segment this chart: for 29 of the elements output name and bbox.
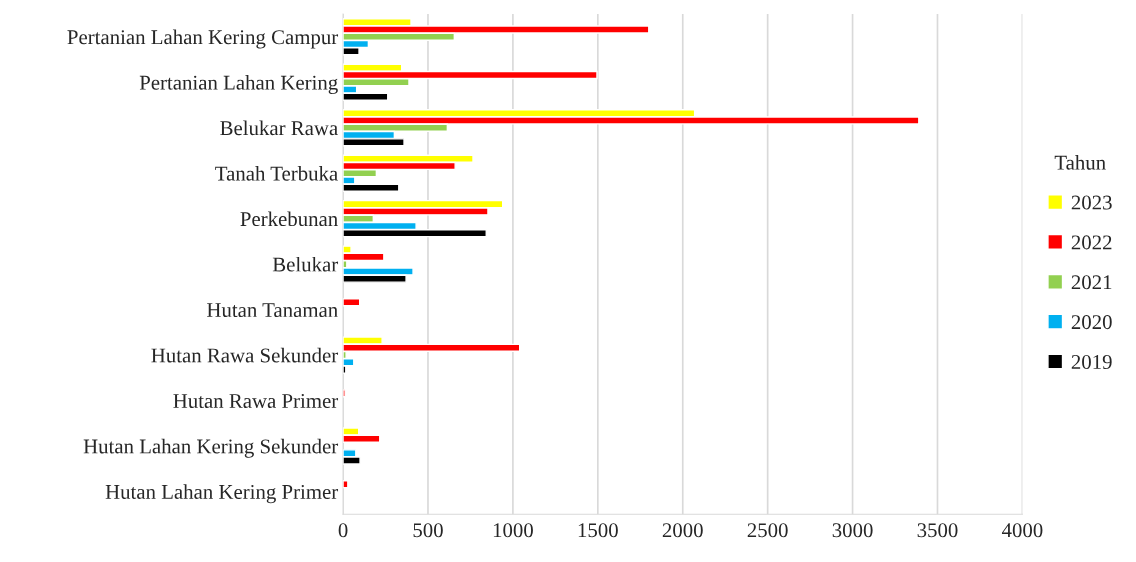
legend-label: 2023 (1071, 195, 1112, 210)
y-tick-label: Hutan Tanaman (207, 303, 338, 318)
x-tick-label: 2000 (662, 523, 703, 538)
bar (343, 298, 361, 307)
y-tick-label: Hutan Lahan Kering Sekunder (83, 438, 339, 458)
y-tick-label: Hutan Rawa Primer (173, 393, 339, 408)
bar (343, 480, 349, 489)
x-tick-label: 500 (413, 523, 443, 538)
y-tick-label: Hutan Rawa Sekunder (151, 347, 339, 363)
x-tick-label: 2500 (747, 523, 788, 538)
legend-label: 2020 (1071, 315, 1112, 330)
y-tick-label: Perkebunan (240, 211, 338, 227)
legend-label: 2019 (1071, 354, 1112, 369)
y-tick-label: Tanah Terbuka (215, 165, 338, 181)
x-tick-label: 1500 (578, 523, 618, 538)
y-tick-label: Pertanian Lahan Kering Campur (67, 29, 339, 49)
x-tick-label: 3000 (832, 523, 873, 538)
x-tick-label: 0 (338, 523, 348, 538)
y-tick-label: Hutan Lahan Kering Primer (105, 484, 339, 504)
y-tick-label: Belukar Rawa (220, 120, 338, 136)
legend-title: Tahun (1054, 155, 1106, 170)
y-tick-label: Pertanian Lahan Kering (139, 75, 338, 94)
bar (343, 389, 346, 398)
x-tick-label: 4000 (1001, 523, 1043, 538)
legend-label: 2021 (1071, 275, 1112, 290)
x-tick-label: 3500 (917, 523, 958, 538)
y-tick-label: Belukar (272, 256, 339, 272)
x-tick-label: 1000 (493, 523, 533, 538)
legend-label: 2022 (1071, 235, 1112, 250)
